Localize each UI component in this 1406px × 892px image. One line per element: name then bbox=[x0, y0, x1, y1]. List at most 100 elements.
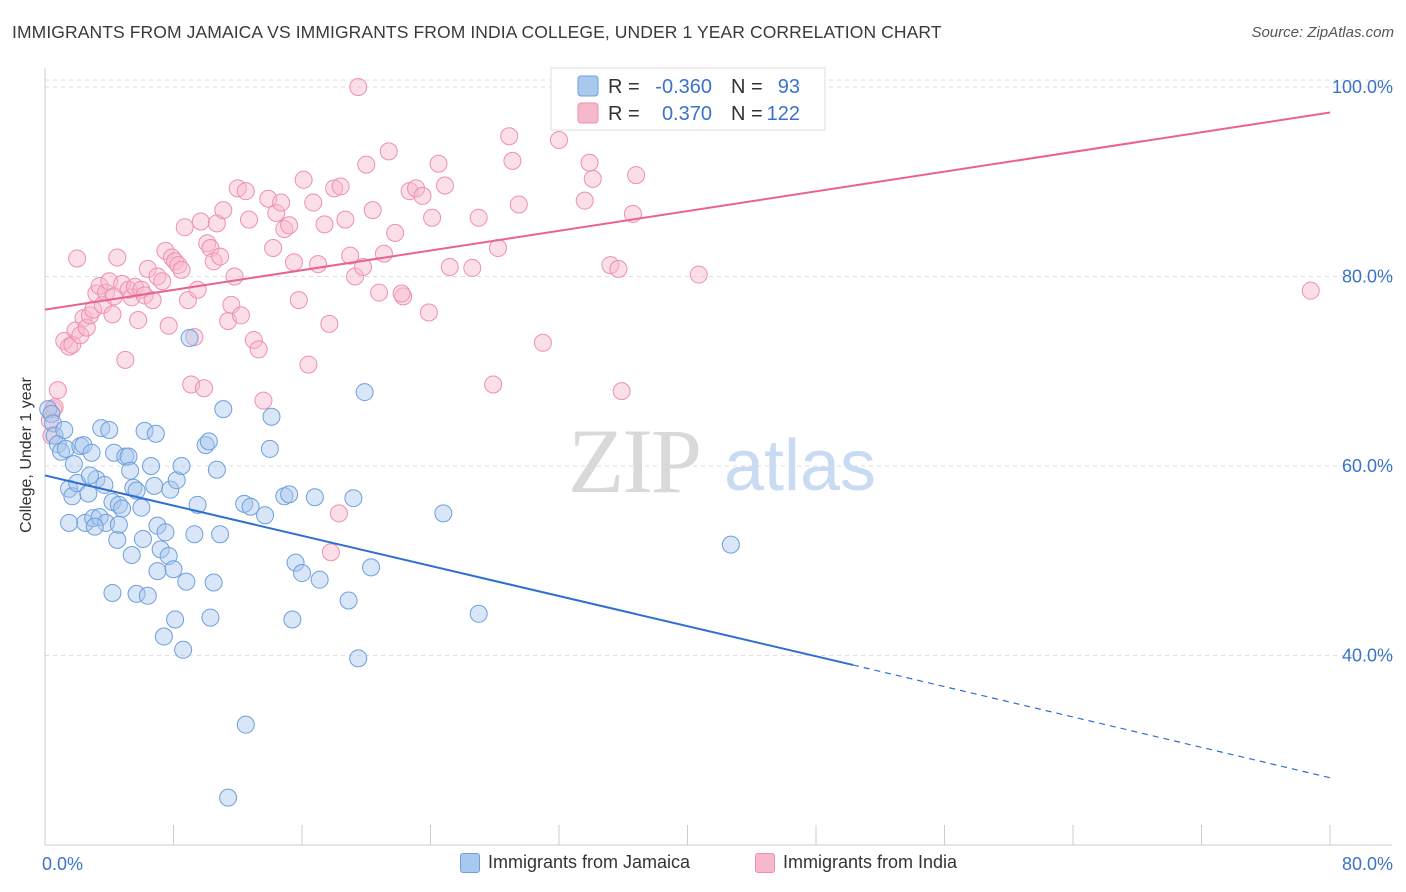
jamaica-point bbox=[185, 525, 204, 544]
india-point bbox=[469, 208, 488, 227]
chart-title: IMMIGRANTS FROM JAMAICA VS IMMIGRANTS FR… bbox=[12, 22, 942, 42]
india-point bbox=[374, 244, 393, 263]
jamaica-point bbox=[262, 407, 281, 426]
jamaica-point bbox=[145, 476, 164, 495]
jamaica-point bbox=[56, 439, 75, 458]
india-point bbox=[500, 127, 519, 146]
india-point bbox=[191, 212, 210, 231]
jamaica-point bbox=[469, 604, 488, 623]
jamaica-point bbox=[339, 591, 358, 610]
jamaica-point bbox=[156, 523, 175, 542]
india-point bbox=[419, 303, 438, 322]
india-point bbox=[349, 77, 368, 96]
jamaica-point bbox=[148, 562, 167, 581]
legend-item-india[interactable]: Immigrants from India bbox=[755, 852, 957, 873]
india-point bbox=[394, 287, 413, 306]
india-point bbox=[80, 306, 99, 325]
source-label: Source: ZipAtlas.com bbox=[1251, 24, 1394, 41]
india-point bbox=[509, 195, 528, 214]
india-point bbox=[392, 284, 411, 303]
india-point bbox=[484, 375, 503, 394]
india-point bbox=[325, 179, 344, 198]
india-point bbox=[357, 155, 376, 174]
jamaica-point bbox=[256, 506, 275, 525]
india-point bbox=[172, 260, 191, 279]
india-point bbox=[386, 223, 405, 242]
jamaica-points bbox=[39, 329, 740, 807]
legend-item-jamaica[interactable]: Immigrants from Jamaica bbox=[460, 852, 690, 873]
tick-labels: 40.0% 60.0% 80.0% 100.0% 0.0% 80.0% bbox=[42, 77, 1393, 874]
jamaica-point bbox=[161, 480, 180, 499]
india-point bbox=[315, 215, 334, 234]
stats-india-r-label: R = bbox=[608, 103, 640, 125]
india-point bbox=[304, 193, 323, 212]
india-point bbox=[379, 142, 398, 161]
india-point bbox=[363, 201, 382, 220]
india-point bbox=[108, 248, 127, 267]
india-point bbox=[138, 259, 157, 278]
india-point bbox=[71, 326, 90, 345]
jamaica-point bbox=[286, 553, 305, 572]
legend-label-jamaica: Immigrants from Jamaica bbox=[488, 852, 691, 872]
india-point bbox=[435, 176, 454, 195]
india-point bbox=[609, 259, 628, 278]
india-point bbox=[204, 252, 223, 271]
trend-lines bbox=[44, 111, 1331, 779]
y-tick-label: 40.0% bbox=[1342, 645, 1393, 665]
india-point bbox=[413, 186, 432, 205]
india-point bbox=[583, 169, 602, 188]
jamaica-point bbox=[201, 608, 220, 627]
stats-legend: R = -0.360 N = 93 R = 0.370 N = 122 bbox=[550, 67, 826, 131]
india-point bbox=[440, 257, 459, 276]
jamaica-point bbox=[135, 421, 154, 440]
india-point bbox=[627, 166, 646, 185]
india-point bbox=[575, 191, 594, 210]
x-tick-label: 80.0% bbox=[1342, 854, 1393, 874]
india-trend-line bbox=[44, 111, 1331, 311]
jamaica-point bbox=[121, 461, 140, 480]
india-point bbox=[129, 311, 148, 330]
india-point bbox=[284, 253, 303, 272]
india-point bbox=[169, 256, 188, 275]
jamaica-point bbox=[39, 400, 58, 419]
india-point bbox=[299, 355, 318, 374]
india-point bbox=[90, 276, 109, 295]
jamaica-trend-line bbox=[44, 474, 854, 666]
jamaica-point bbox=[283, 610, 302, 629]
jamaica-point bbox=[219, 788, 238, 807]
india-point bbox=[423, 208, 442, 227]
jamaica-point bbox=[211, 525, 230, 544]
jamaica-point bbox=[434, 504, 453, 523]
jamaica-point bbox=[362, 558, 381, 577]
india-point bbox=[103, 305, 122, 324]
stats-swatch-jamaica bbox=[577, 75, 599, 97]
india-point bbox=[354, 257, 373, 276]
india-point bbox=[429, 154, 448, 173]
jamaica-point bbox=[214, 400, 233, 419]
watermark: ZIP atlas bbox=[568, 410, 876, 512]
stats-india-r-value: 0.370 bbox=[662, 103, 712, 125]
india-point bbox=[231, 306, 250, 325]
jamaica-point bbox=[349, 649, 368, 668]
india-point bbox=[309, 255, 328, 274]
jamaica-point bbox=[127, 481, 146, 500]
watermark-atlas: atlas bbox=[724, 426, 876, 506]
india-point bbox=[249, 340, 268, 359]
jamaica-point bbox=[204, 573, 223, 592]
stats-jamaica-n-label: N = bbox=[731, 76, 763, 98]
jamaica-point bbox=[260, 439, 279, 458]
stats-jamaica-r-value: -0.360 bbox=[655, 76, 712, 98]
india-point bbox=[143, 291, 162, 310]
y-tick-label: 80.0% bbox=[1342, 266, 1393, 286]
india-point bbox=[289, 291, 308, 310]
jamaica-point bbox=[103, 583, 122, 602]
india-point bbox=[503, 151, 522, 170]
jamaica-point bbox=[177, 572, 196, 591]
legend-label-india: Immigrants from India bbox=[783, 852, 958, 872]
india-point bbox=[264, 239, 283, 258]
jamaica-point bbox=[133, 529, 152, 548]
india-point bbox=[463, 258, 482, 277]
india-point bbox=[159, 316, 178, 335]
jamaica-point bbox=[80, 466, 99, 485]
